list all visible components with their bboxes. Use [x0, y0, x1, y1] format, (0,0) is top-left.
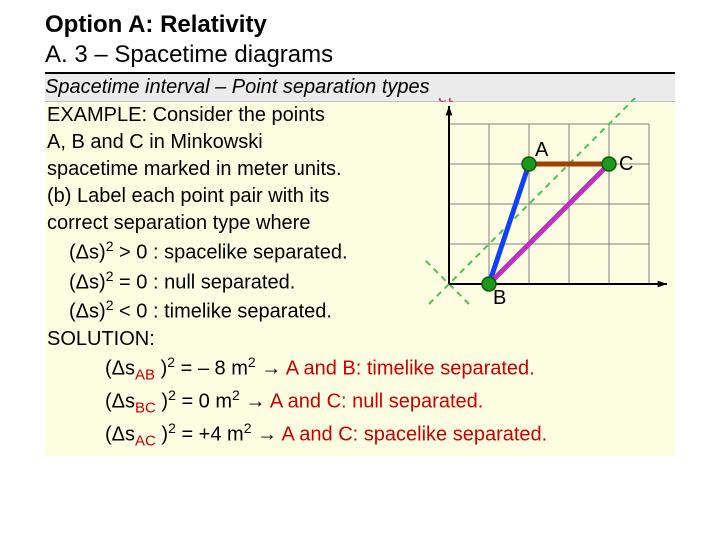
sol-ac-val: = +4 m	[176, 423, 244, 445]
slide-subtitle: A. 3 – Spacetime diagrams	[45, 40, 675, 74]
cond-spacelike: (Δs)2 > 0 : spacelike separated.	[47, 237, 427, 267]
sol-ab-rhs: )	[155, 358, 167, 380]
example-line3: spacetime marked in meter units.	[47, 156, 427, 183]
svg-text:B: B	[493, 287, 506, 309]
minkowski-diagram: xctABC	[419, 98, 669, 313]
sol-ab-sub: AB	[135, 367, 155, 384]
sol-bc-sub: BC	[135, 400, 156, 417]
solution-bc: (ΔsBC )2 = 0 m2 → A and C: null separate…	[47, 386, 673, 419]
cond2-op: = 0 :	[113, 271, 164, 293]
cond1-lhs: (Δs)	[69, 242, 106, 264]
cond3-op: < 0 :	[113, 301, 164, 323]
sol-bc-lhs: (Δs	[105, 391, 135, 413]
sol-ab-concl: A and B: timelike separated.	[281, 358, 535, 380]
sol-ac-sub: AC	[135, 432, 156, 449]
cond2-lhs: (Δs)	[69, 271, 106, 293]
svg-text:ct: ct	[438, 98, 455, 107]
solution-label: SOLUTION:	[47, 326, 673, 353]
sol-ac-rhs: )	[156, 423, 168, 445]
sol-ac-lhs: (Δs	[105, 423, 135, 445]
cond2-label: null separated.	[164, 271, 295, 293]
solution-ac: (ΔsAC )2 = +4 m2 → A and C: spacelike se…	[47, 419, 673, 452]
example-line2: A, B and C in Minkowski	[47, 129, 427, 156]
example-lead: EXAMPLE: Consider the points	[47, 102, 427, 129]
sol-bc-concl: A and C: null separated.	[265, 391, 483, 413]
cond1-label: spacelike separated.	[164, 242, 347, 264]
rarr2: →	[240, 391, 266, 413]
sol-ac-concl: A and C: spacelike separated.	[277, 423, 547, 445]
cond3-label: timelike separated.	[164, 301, 332, 323]
content-box: EXAMPLE: Consider the points A, B and C …	[45, 102, 675, 456]
example-text: EXAMPLE: Consider the points A, B and C …	[47, 102, 427, 326]
example-part-b: (b) Label each point pair with its	[47, 183, 427, 210]
svg-text:A: A	[535, 139, 549, 161]
svg-text:C: C	[619, 153, 633, 175]
sol-ab-lhs: (Δs	[105, 358, 135, 380]
sol-bc-val: = 0 m	[176, 391, 232, 413]
rarr: →	[256, 358, 282, 380]
example-part-b2: correct separation type where	[47, 210, 427, 237]
cond-null: (Δs)2 = 0 : null separated.	[47, 267, 427, 297]
sol-bc-rhs: )	[156, 391, 168, 413]
section-header-text: Spacetime interval – Point separation ty…	[45, 76, 430, 98]
slide-title: Option A: Relativity	[45, 10, 675, 40]
rarr3: →	[252, 423, 278, 445]
solution-ab: (ΔsAB )2 = – 8 m2 → A and B: timelike se…	[47, 353, 673, 386]
cond3-lhs: (Δs)	[69, 301, 106, 323]
sol-ab-val: = – 8 m	[175, 358, 248, 380]
cond1-op: > 0 :	[113, 242, 164, 264]
cond-timelike: (Δs)2 < 0 : timelike separated.	[47, 296, 427, 326]
